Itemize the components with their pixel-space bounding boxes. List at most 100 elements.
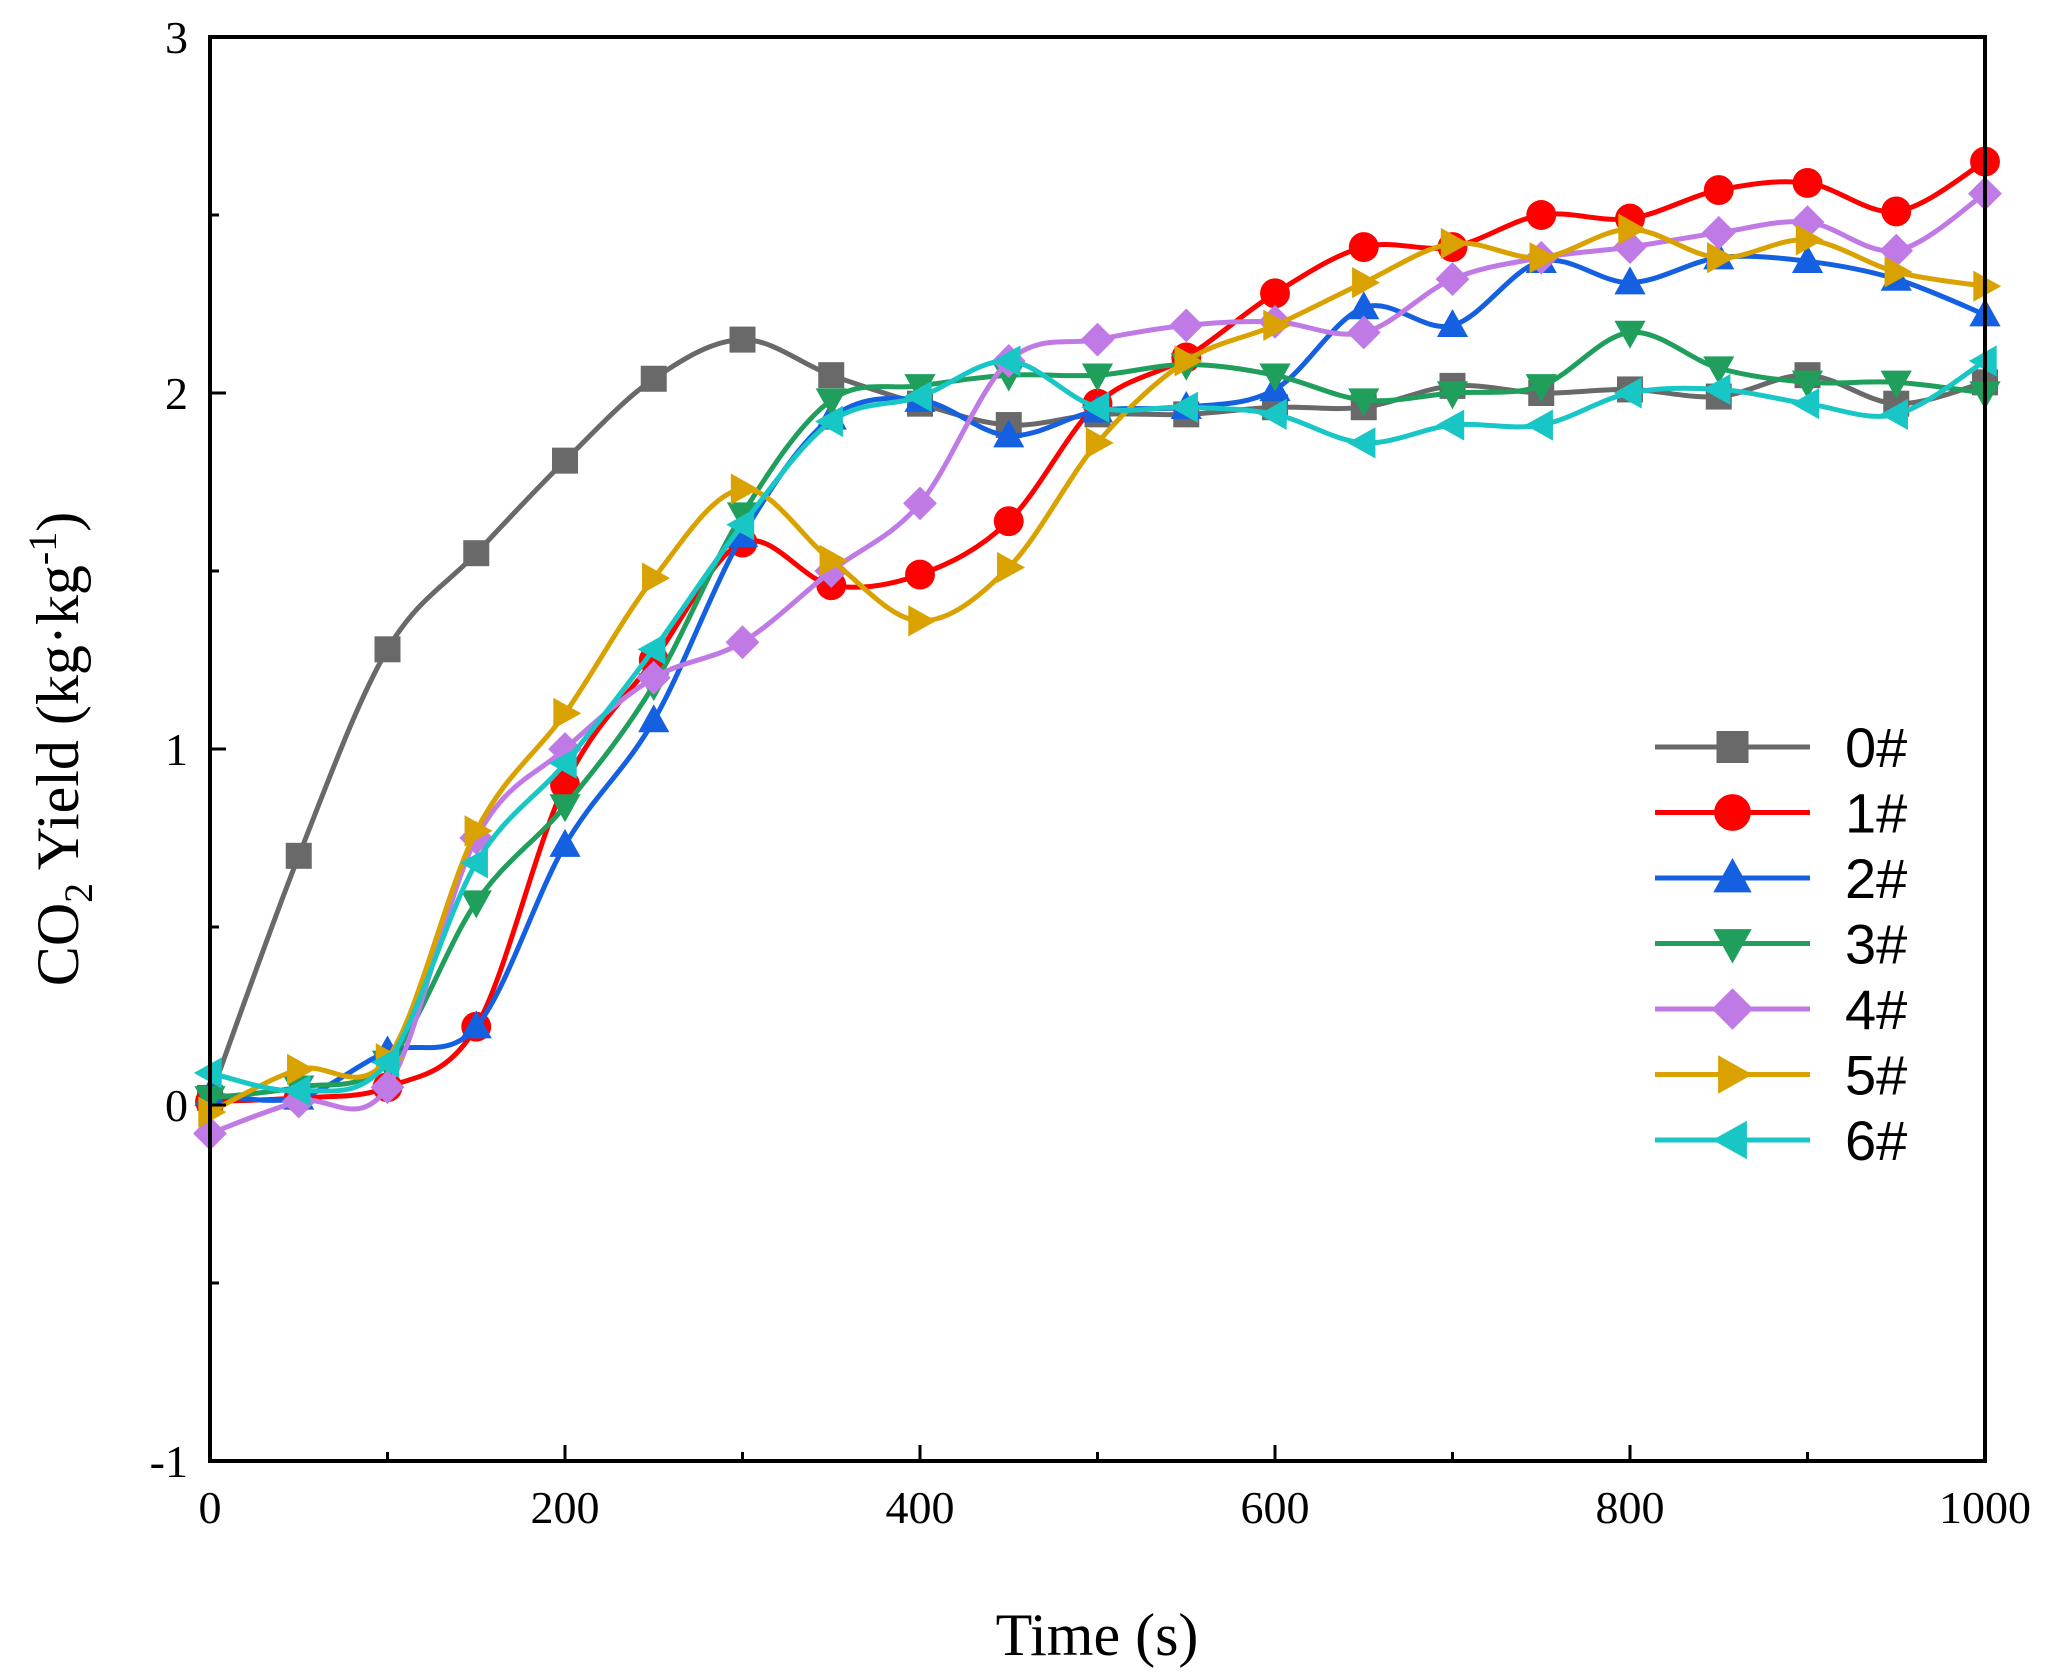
legend-marker-6# bbox=[1712, 1120, 1747, 1160]
y-tick-label: 3 bbox=[165, 12, 188, 63]
data-point-5# bbox=[730, 473, 759, 505]
data-point-5# bbox=[1707, 242, 1735, 274]
data-point-5# bbox=[464, 815, 493, 847]
data-point-2# bbox=[638, 704, 670, 733]
data-point-3# bbox=[1525, 374, 1557, 403]
data-point-2# bbox=[1791, 245, 1824, 273]
data-point-5# bbox=[1174, 345, 1203, 377]
legend-item-5#: 5# bbox=[1655, 1044, 1907, 1107]
y-axis-title-middle: Yield (kg·kg bbox=[25, 565, 91, 883]
data-point-5# bbox=[1973, 270, 2002, 302]
data-point-6# bbox=[637, 633, 666, 665]
data-point-0# bbox=[374, 636, 401, 663]
data-point-6# bbox=[1791, 388, 1820, 420]
series-line-6# bbox=[209, 358, 1987, 1094]
data-point-1# bbox=[1526, 200, 1557, 230]
x-tick-label: 200 bbox=[531, 1482, 600, 1533]
legend-item-0#: 0# bbox=[1655, 716, 1907, 779]
data-point-4# bbox=[281, 1084, 316, 1119]
legend-marker-2# bbox=[1713, 858, 1752, 893]
data-point-4# bbox=[1169, 308, 1204, 343]
data-point-0# bbox=[552, 447, 578, 474]
data-point-3# bbox=[460, 890, 492, 919]
legend-marker-0# bbox=[1716, 731, 1749, 763]
data-point-1# bbox=[1703, 175, 1734, 206]
data-point-5# bbox=[553, 697, 582, 729]
data-point-6# bbox=[282, 1075, 311, 1107]
data-point-0# bbox=[640, 365, 667, 392]
data-point-5# bbox=[1263, 309, 1292, 341]
y-axis-title-superscript: -1 bbox=[20, 532, 65, 565]
data-point-6# bbox=[193, 1057, 222, 1089]
x-axis-title: Time (s) bbox=[996, 1602, 1199, 1668]
legend-marker-5# bbox=[1718, 1055, 1753, 1094]
data-point-4# bbox=[636, 660, 671, 695]
data-point-3# bbox=[1614, 320, 1646, 349]
legend-label-1#: 1# bbox=[1845, 782, 1907, 845]
legend-label-6#: 6# bbox=[1845, 1109, 1907, 1172]
legend-item-2#: 2# bbox=[1655, 847, 1907, 910]
data-point-6# bbox=[726, 509, 755, 541]
data-point-2# bbox=[549, 828, 581, 857]
data-point-3# bbox=[1703, 356, 1735, 385]
legend-label-0#: 0# bbox=[1845, 716, 1907, 779]
data-point-1# bbox=[1792, 168, 1823, 198]
x-tick-label: 400 bbox=[886, 1482, 955, 1533]
legend-label-4#: 4# bbox=[1845, 978, 1907, 1041]
data-point-6# bbox=[1702, 373, 1731, 406]
data-point-2# bbox=[460, 1010, 492, 1039]
data-point-2# bbox=[993, 419, 1025, 448]
legend-item-4#: 4# bbox=[1655, 978, 1907, 1041]
data-point-3# bbox=[1436, 381, 1469, 410]
data-point-1# bbox=[905, 559, 935, 590]
data-point-6# bbox=[460, 847, 488, 879]
data-point-3# bbox=[1259, 363, 1291, 392]
data-point-1# bbox=[993, 506, 1024, 537]
data-point-1# bbox=[1348, 232, 1379, 262]
data-point-5# bbox=[1884, 256, 1913, 288]
y-tick-label: 0 bbox=[165, 1080, 188, 1131]
data-point-5# bbox=[287, 1053, 315, 1085]
data-point-6# bbox=[1347, 427, 1376, 459]
series-line-0# bbox=[207, 337, 1986, 1099]
legend: 0#1#2#3#4#5#6# bbox=[1655, 716, 1907, 1172]
data-point-3# bbox=[549, 794, 581, 823]
data-point-3# bbox=[1348, 388, 1380, 417]
data-point-0# bbox=[818, 362, 845, 389]
legend-item-3#: 3# bbox=[1655, 913, 1907, 976]
data-point-6# bbox=[1525, 409, 1553, 441]
data-point-3# bbox=[1791, 370, 1824, 399]
data-point-4# bbox=[1346, 315, 1381, 350]
data-point-5# bbox=[997, 551, 1025, 584]
data-point-3# bbox=[1081, 363, 1114, 392]
data-point-5# bbox=[908, 605, 937, 637]
data-point-5# bbox=[198, 1096, 227, 1128]
data-point-4# bbox=[1080, 322, 1115, 357]
y-tick-label: -1 bbox=[150, 1436, 188, 1487]
legend-item-1#: 1# bbox=[1655, 782, 1907, 845]
legend-marker-1# bbox=[1714, 794, 1751, 831]
y-tick-label: 2 bbox=[165, 368, 188, 419]
data-point-2# bbox=[1436, 309, 1469, 338]
legend-label-3#: 3# bbox=[1845, 913, 1907, 976]
legend-marker-3# bbox=[1713, 929, 1752, 964]
x-tick-label: 800 bbox=[1596, 1482, 1665, 1533]
legend-label-5#: 5# bbox=[1845, 1044, 1907, 1107]
data-point-4# bbox=[1701, 215, 1736, 250]
data-point-5# bbox=[1352, 267, 1380, 299]
data-point-6# bbox=[1880, 398, 1908, 430]
series-6# bbox=[193, 345, 1997, 1107]
data-point-0# bbox=[729, 326, 756, 353]
data-point-6# bbox=[1081, 391, 1110, 423]
data-point-4# bbox=[1879, 233, 1914, 268]
data-point-1# bbox=[1881, 196, 1912, 227]
legend-item-6#: 6# bbox=[1655, 1109, 1907, 1172]
x-tick-label: 1000 bbox=[1939, 1482, 2031, 1533]
legend-label-2#: 2# bbox=[1845, 847, 1907, 910]
series-line-1# bbox=[209, 159, 1987, 1104]
data-point-3# bbox=[815, 388, 847, 417]
data-point-1# bbox=[1260, 278, 1290, 309]
data-point-6# bbox=[1170, 391, 1198, 423]
data-point-5# bbox=[1085, 427, 1114, 459]
